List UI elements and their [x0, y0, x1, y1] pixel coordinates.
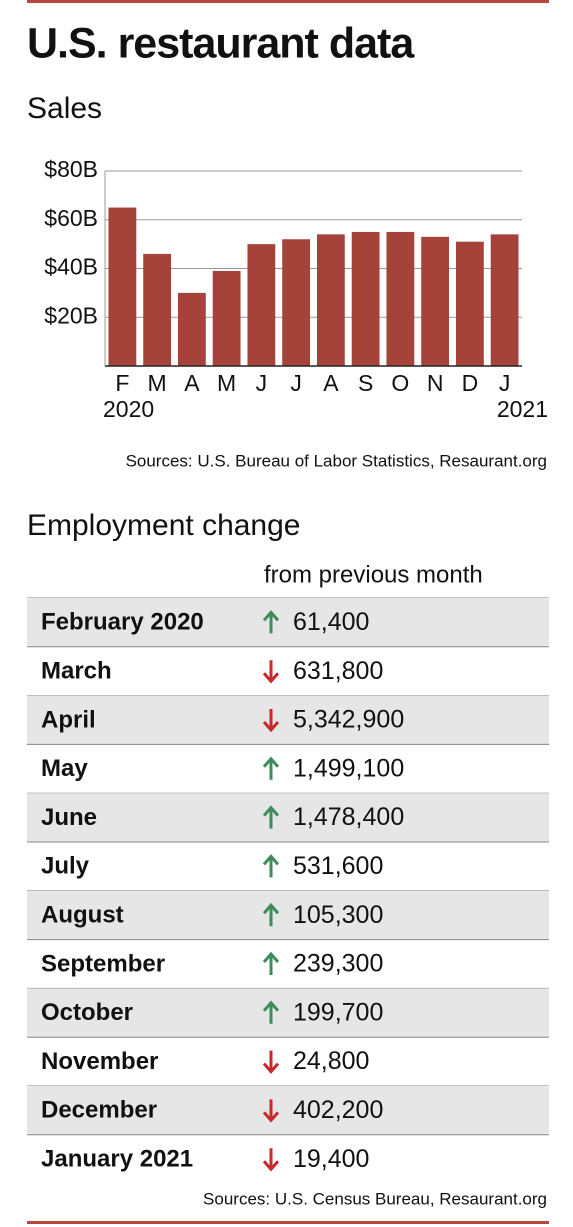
change-value: 105,300 — [293, 901, 383, 929]
arrow-up — [262, 610, 280, 634]
change-value: 61,400 — [293, 608, 369, 636]
arrow-up — [262, 805, 280, 829]
month-label: February 2020 — [41, 609, 204, 636]
arrow-up — [262, 902, 280, 927]
change-value: 1,478,400 — [293, 803, 404, 831]
bar — [282, 239, 311, 366]
y-tick-label: $80B — [44, 156, 98, 182]
arrow-up — [262, 951, 280, 975]
row-shade — [27, 793, 549, 842]
month-label: August — [41, 902, 124, 929]
arrow-down — [262, 709, 280, 733]
y-tick-label: $60B — [44, 205, 98, 231]
x-tick-label: A — [184, 370, 200, 396]
y-tick-label: $20B — [44, 302, 98, 328]
month-label: October — [41, 999, 133, 1026]
x-tick-label: S — [358, 370, 373, 396]
table-title: Employment change — [27, 509, 301, 542]
x-tick-label: F — [115, 370, 129, 396]
row-shade — [27, 598, 549, 647]
x-tick-label: J — [290, 370, 302, 396]
page-title: U.S. restaurant data — [27, 19, 415, 67]
arrow-down — [262, 660, 280, 684]
column-header: from previous month — [264, 561, 483, 588]
bar — [455, 241, 484, 366]
bar — [108, 207, 137, 366]
change-value: 402,200 — [293, 1096, 383, 1124]
row-shade — [27, 1086, 549, 1135]
x-tick-label: J — [256, 370, 268, 396]
bar — [351, 231, 380, 366]
change-value: 24,800 — [293, 1047, 369, 1075]
bar — [490, 234, 519, 366]
bar — [316, 234, 345, 366]
x-tick-label: A — [323, 370, 339, 396]
year-label: 2020 — [103, 396, 154, 422]
row-shade — [27, 988, 549, 1038]
row-shade — [27, 695, 549, 745]
arrow-down — [262, 1099, 280, 1123]
arrow-up — [262, 1000, 280, 1024]
month-label: March — [41, 658, 112, 685]
change-value: 531,600 — [293, 852, 383, 880]
month-label: January 2021 — [41, 1146, 193, 1173]
x-tick-label: M — [148, 370, 167, 396]
change-value: 239,300 — [293, 950, 383, 978]
arrow-up — [262, 854, 280, 878]
year-label: 2021 — [497, 396, 548, 422]
change-value: 1,499,100 — [293, 754, 404, 782]
chart-source: Sources: U.S. Bureau of Labor Statistics… — [126, 451, 547, 470]
change-value: 631,800 — [293, 657, 383, 685]
bar — [177, 292, 206, 366]
month-label: July — [41, 853, 90, 880]
x-tick-label: O — [391, 370, 409, 396]
x-tick-label: D — [462, 370, 479, 396]
y-tick-label: $40B — [44, 254, 98, 280]
month-label: June — [41, 804, 97, 831]
bar — [212, 270, 241, 366]
month-label: April — [41, 706, 96, 733]
change-value: 199,700 — [293, 998, 383, 1026]
change-value: 19,400 — [293, 1145, 369, 1173]
month-label: September — [41, 950, 165, 977]
month-label: December — [41, 1097, 157, 1124]
change-value: 5,342,900 — [293, 706, 404, 734]
x-tick-label: M — [217, 370, 236, 396]
chart-title: Sales — [27, 92, 102, 125]
arrow-up — [262, 756, 280, 780]
month-label: May — [41, 755, 88, 782]
top-rule — [27, 0, 549, 3]
x-tick-label: J — [499, 370, 511, 396]
bottom-rule — [27, 1221, 549, 1224]
arrow-down — [262, 1050, 280, 1074]
x-tick-label: N — [427, 370, 444, 396]
row-shade — [27, 890, 549, 940]
bar — [247, 244, 276, 366]
bar — [421, 236, 450, 366]
bar — [143, 253, 172, 366]
bar — [386, 231, 415, 366]
month-label: November — [41, 1048, 158, 1075]
table-source: Sources: U.S. Census Bureau, Resaurant.o… — [203, 1189, 547, 1208]
arrow-down — [262, 1148, 280, 1172]
